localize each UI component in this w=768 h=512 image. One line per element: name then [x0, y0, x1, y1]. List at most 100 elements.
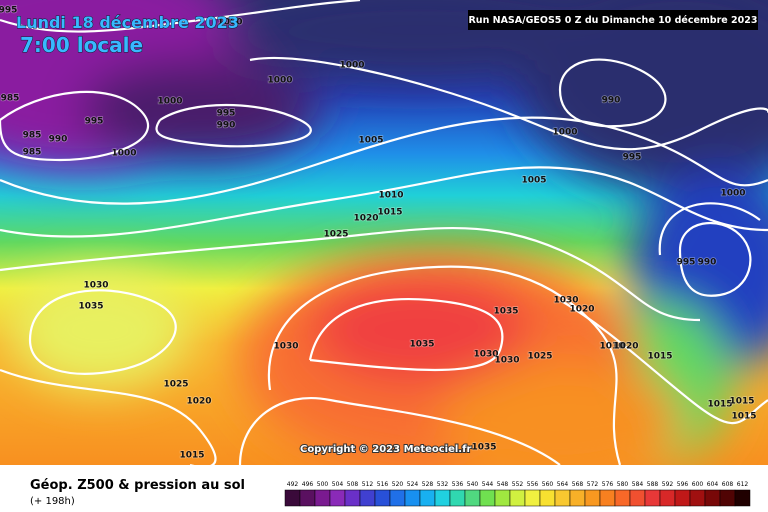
scale-swatch: [659, 489, 676, 507]
scale-swatch: [479, 489, 496, 507]
scale-label: 528: [422, 481, 434, 488]
isobar-label: 990: [698, 258, 717, 268]
legend-title: Géop. Z500 & pression au sol: [30, 478, 245, 493]
isobar-label: 1010: [599, 342, 624, 352]
isobar-label: 1000: [339, 61, 364, 71]
scale-swatch: [569, 489, 586, 507]
isobar-label: 1030: [494, 356, 519, 366]
scale-swatch: [434, 489, 451, 507]
isobar-label: 1015: [647, 352, 672, 362]
scale-swatch: [719, 489, 736, 507]
scale-swatch: [404, 489, 421, 507]
isobar-label: 1035: [409, 340, 434, 350]
scale-swatch: [614, 489, 631, 507]
scale-swatch: [674, 489, 691, 507]
scale-swatch: [464, 489, 481, 507]
isobar-label: 1000: [157, 97, 182, 107]
isobar-label: 1005: [358, 136, 383, 146]
isobar-label: 1020: [186, 397, 211, 407]
scale-label: 508: [347, 481, 359, 488]
scale-label: 496: [302, 481, 314, 488]
scale-swatch: [539, 489, 556, 507]
isobar-label: 995: [85, 117, 104, 127]
scale-label: 564: [557, 481, 569, 488]
isobar-label: 1025: [323, 230, 348, 240]
scale-label: 552: [512, 481, 524, 488]
scale-label: 544: [482, 481, 494, 488]
isobar-label: 1000: [267, 76, 292, 86]
isobar-label: 1035: [78, 302, 103, 312]
run-info: Run NASA/GEOS5 0 Z du Dimanche 10 décemb…: [468, 15, 757, 26]
isobar-label: 1035: [471, 443, 496, 453]
scale-label: 520: [392, 481, 404, 488]
scale-label: 524: [407, 481, 419, 488]
isobar-label: 1025: [527, 352, 552, 362]
isobar-label: 1030: [83, 281, 108, 291]
scale-swatch: [284, 489, 301, 507]
scale-label: 492: [287, 481, 299, 488]
isobar-label: 1020: [353, 214, 378, 224]
isobar-label: 1015: [729, 397, 754, 407]
scale-swatch: [554, 489, 571, 507]
scale-label: 560: [542, 481, 554, 488]
scale-label: 500: [317, 481, 329, 488]
scale-label: 548: [497, 481, 509, 488]
scale-label: 608: [722, 481, 734, 488]
scale-swatch: [344, 489, 361, 507]
color-scale: 492 496 500 504 508 512 516 520 524 528 532 536 540 5…: [284, 481, 751, 507]
scale-swatch: [644, 489, 661, 507]
scale-label: 596: [677, 481, 689, 488]
isobar-label: 1010: [378, 191, 403, 201]
scale-label: 580: [617, 481, 629, 488]
scale-label: 556: [527, 481, 539, 488]
scale-label: 604: [707, 481, 719, 488]
scale-label: 516: [377, 481, 389, 488]
scale-label: 612: [737, 481, 749, 488]
isobar-label: 995: [623, 153, 642, 163]
isobar-label: 1000: [552, 128, 577, 138]
scale-swatch: [389, 489, 406, 507]
isobar-label: 990: [602, 96, 621, 106]
scale-label: 584: [632, 481, 644, 488]
scale-label: 512: [362, 481, 374, 488]
isobar-label: 990: [49, 135, 68, 145]
isobar-label: 1030: [553, 296, 578, 306]
scale-swatch: [584, 489, 601, 507]
scale-swatch: [704, 489, 721, 507]
isobar-label: 1020: [569, 305, 594, 315]
isobar-label: 1020: [0, 466, 15, 476]
isobar-label: 995: [217, 109, 236, 119]
scale-label: 504: [332, 481, 344, 488]
scale-label: 600: [692, 481, 704, 488]
scale-label: 536: [452, 481, 464, 488]
isobar-label: 1030: [473, 350, 498, 360]
scale-swatch: [329, 489, 346, 507]
scale-swatch: [374, 489, 391, 507]
scale-label: 540: [467, 481, 479, 488]
scale-swatch: [359, 489, 376, 507]
isobar-label: 1020: [613, 342, 638, 352]
scale-swatch: [734, 489, 751, 507]
scale-label: 576: [602, 481, 614, 488]
isobar-label: 985: [23, 148, 42, 158]
scale-swatch: [494, 489, 511, 507]
scale-swatch: [299, 489, 316, 507]
isobar-label: 995: [677, 258, 696, 268]
isobar-label: 1030: [273, 342, 298, 352]
isobar-label: 1015: [731, 412, 756, 422]
scale-label: 592: [662, 481, 674, 488]
scale-swatch: [689, 489, 706, 507]
forecast-date: Lundi 18 décembre 2023: [16, 13, 239, 32]
isobar-label: 1015: [377, 208, 402, 218]
lead-time: (+ 198h): [30, 496, 75, 507]
scale-swatch: [449, 489, 466, 507]
isobar-label: 1035: [493, 307, 518, 317]
isobar-label: 1000: [720, 189, 745, 199]
scale-swatch: [629, 489, 646, 507]
copyright: Copyright © 2023 Meteociel.fr: [300, 444, 471, 455]
scale-label: 568: [572, 481, 584, 488]
